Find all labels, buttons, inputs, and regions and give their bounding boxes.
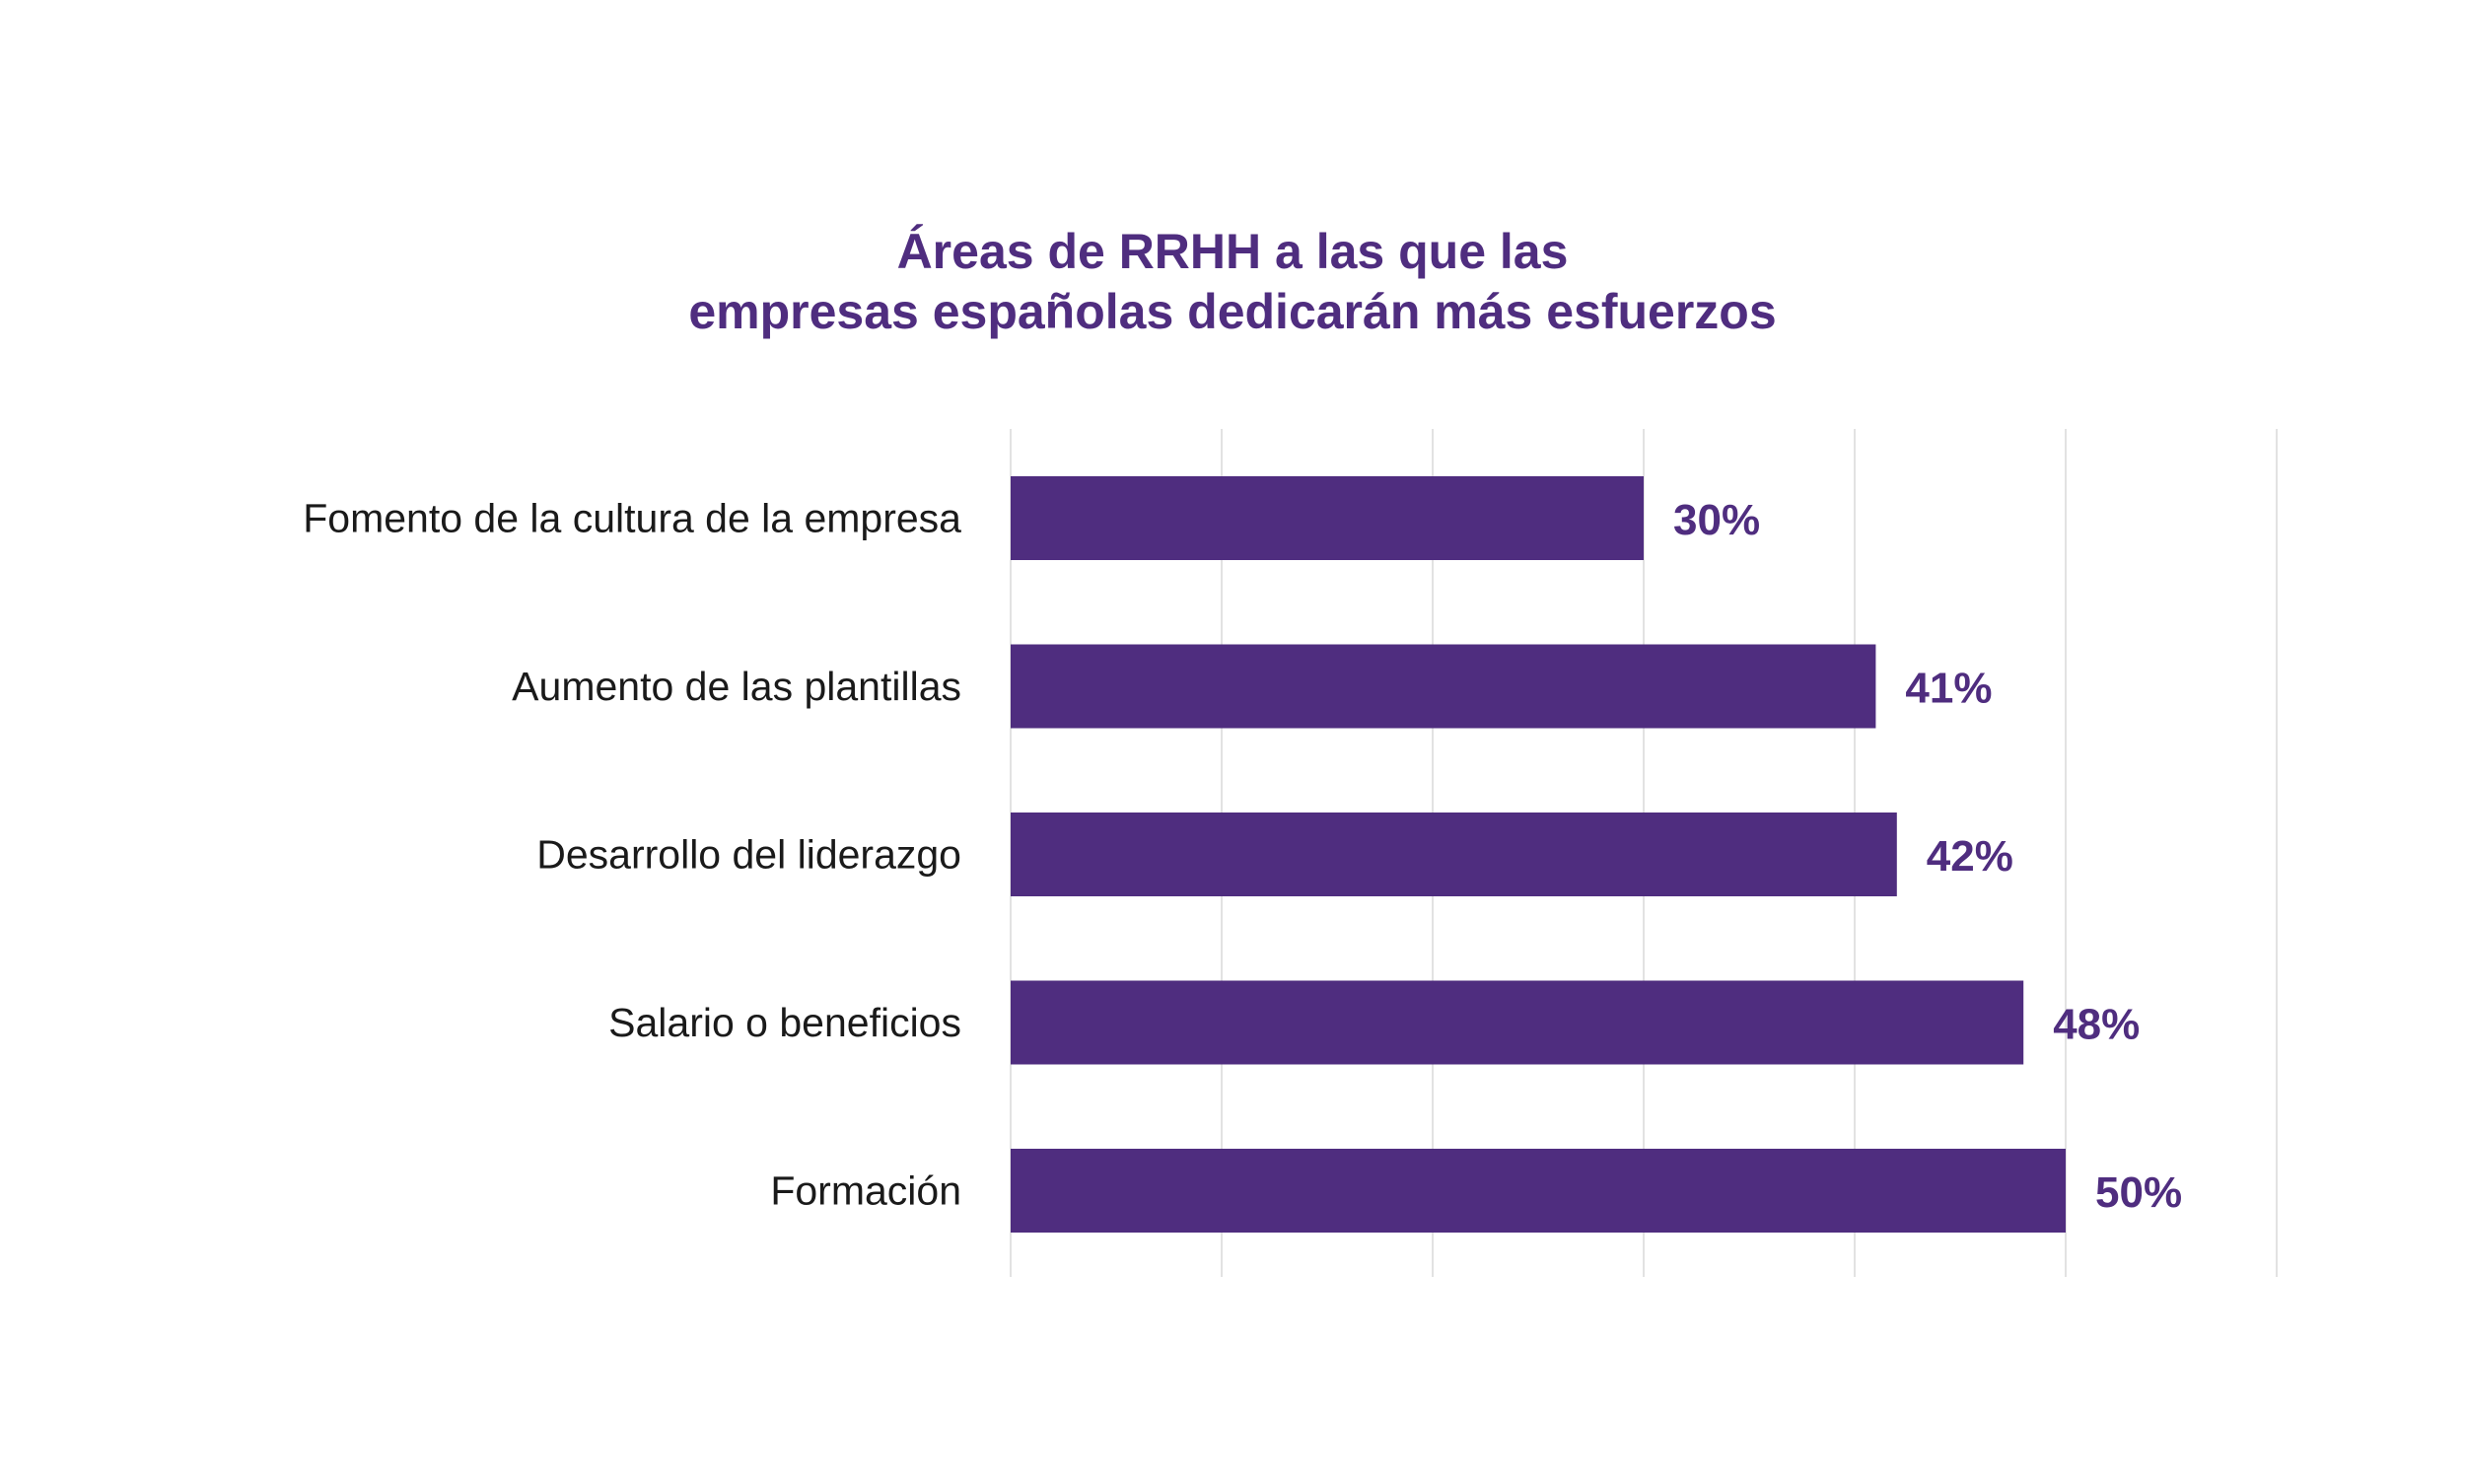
category-label-2: Desarrollo del liderazgo xyxy=(536,832,961,878)
value-label-2: 42% xyxy=(1927,832,2013,881)
chart-title: Áreas de RRHH a las que las empresas esp… xyxy=(688,224,1776,339)
bar-3 xyxy=(1011,980,2024,1065)
value-label-0: 30% xyxy=(1673,496,1760,544)
value-label-3: 48% xyxy=(2053,1001,2140,1049)
category-labels: Fomento de la cultura de la empresa Aumen… xyxy=(303,496,961,1214)
value-labels: 30% 41% 42% 48% 50% xyxy=(1673,496,2182,1217)
category-label-1: Aumento de las plantillas xyxy=(512,664,961,709)
bar-4 xyxy=(1011,1149,2066,1233)
category-label-0: Fomento de la cultura de la empresa xyxy=(303,496,961,541)
bars xyxy=(1011,476,2066,1233)
value-label-1: 41% xyxy=(1905,665,1992,713)
bar-2 xyxy=(1011,813,1897,896)
chart-title-line-1: Áreas de RRHH a las que las xyxy=(897,224,1569,279)
bar-1 xyxy=(1011,644,1876,729)
value-label-4: 50% xyxy=(2095,1168,2182,1217)
category-label-4: Formación xyxy=(770,1168,961,1214)
chart-title-line-2: empresas españolas dedicarán más esfuerz… xyxy=(688,284,1776,339)
category-label-3: Salario o beneficios xyxy=(608,1000,961,1045)
bar-0 xyxy=(1011,476,1644,560)
